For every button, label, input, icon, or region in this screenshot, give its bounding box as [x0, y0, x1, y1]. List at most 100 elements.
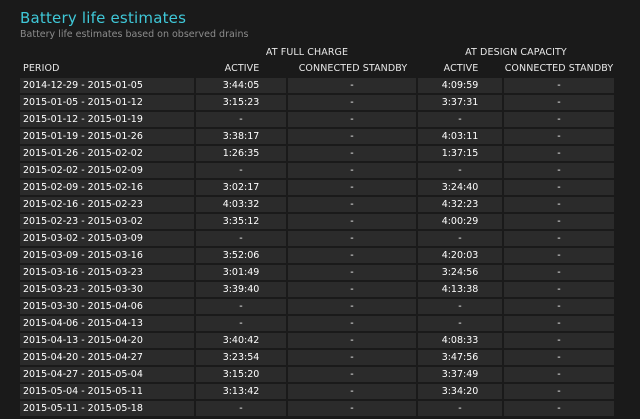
full-charge-connected-standby-cell: - [288, 231, 418, 246]
full-charge-active-cell: 3:15:20 [196, 367, 288, 382]
design-capacity-connected-standby-cell: - [504, 231, 614, 246]
design-capacity-active-cell: 4:08:33 [418, 333, 504, 348]
full-charge-connected-standby-cell: - [288, 333, 418, 348]
full-charge-active-cell: - [196, 112, 288, 127]
full-charge-active-cell: 3:44:05 [196, 78, 288, 93]
table-row: 2015-05-04 - 2015-05-11 3:13:42-3:34:20- [20, 384, 614, 399]
table-row: 2015-03-16 - 2015-03-23 3:01:49-3:24:56- [20, 265, 614, 280]
period-cell: 2015-04-20 - 2015-04-27 [20, 350, 196, 365]
design-capacity-active-cell: - [418, 231, 504, 246]
table-row: 2015-03-09 - 2015-03-16 3:52:06-4:20:03- [20, 248, 614, 263]
full-charge-active-cell: 1:26:35 [196, 146, 288, 161]
column-header-period: PERIOD [23, 63, 60, 74]
full-charge-connected-standby-cell: - [288, 401, 418, 416]
group-header-spacer [20, 46, 196, 60]
table-row: 2015-03-23 - 2015-03-30 3:39:40-4:13:38- [20, 282, 614, 297]
table-row: 2015-01-26 - 2015-02-02 1:26:35-1:37:15- [20, 146, 614, 161]
period-cell: 2015-04-27 - 2015-05-04 [20, 367, 196, 382]
full-charge-connected-standby-cell: - [288, 112, 418, 127]
full-charge-connected-standby-cell: - [288, 180, 418, 195]
period-cell: 2015-04-06 - 2015-04-13 [20, 316, 196, 331]
full-charge-active-cell: 3:38:17 [196, 129, 288, 144]
column-header-full-active: ACTIVE [224, 63, 260, 74]
table-row: 2015-04-27 - 2015-05-04 3:15:20-3:37:49- [20, 367, 614, 382]
full-charge-connected-standby-cell: - [288, 299, 418, 314]
design-capacity-active-cell: - [418, 299, 504, 314]
column-header-design-connected-standby: CONNECTED STANDBY [504, 63, 614, 74]
section-title: Battery life estimates [20, 9, 187, 27]
period-cell: 2015-01-12 - 2015-01-19 [20, 112, 196, 127]
column-header-full-connected-standby: CONNECTED STANDBY [298, 63, 408, 74]
design-capacity-active-cell: 1:37:15 [418, 146, 504, 161]
period-cell: 2014-12-29 - 2015-01-05 [20, 78, 196, 93]
period-cell: 2015-05-04 - 2015-05-11 [20, 384, 196, 399]
design-capacity-active-cell: 4:20:03 [418, 248, 504, 263]
period-cell: 2015-02-09 - 2015-02-16 [20, 180, 196, 195]
period-cell: 2015-01-26 - 2015-02-02 [20, 146, 196, 161]
full-charge-active-cell: 3:35:12 [196, 214, 288, 229]
full-charge-connected-standby-cell: - [288, 265, 418, 280]
full-charge-connected-standby-cell: - [288, 78, 418, 93]
design-capacity-connected-standby-cell: - [504, 197, 614, 212]
design-capacity-active-cell: 3:34:20 [418, 384, 504, 399]
full-charge-active-cell: 3:15:23 [196, 95, 288, 110]
design-capacity-active-cell: 4:09:59 [418, 78, 504, 93]
full-charge-active-cell: - [196, 163, 288, 178]
full-charge-connected-standby-cell: - [288, 316, 418, 331]
full-charge-active-cell: 3:52:06 [196, 248, 288, 263]
table-body: 2014-12-29 - 2015-01-05 3:44:05-4:09:59-2… [20, 78, 614, 416]
design-capacity-connected-standby-cell: - [504, 214, 614, 229]
table-row: 2014-12-29 - 2015-01-05 3:44:05-4:09:59- [20, 78, 614, 93]
column-header-design-active: ACTIVE [443, 63, 479, 74]
table-row: 2015-02-02 - 2015-02-09- - - - [20, 163, 614, 178]
full-charge-active-cell: - [196, 316, 288, 331]
column-header-row: PERIOD ACTIVE CONNECTED STANDBY ACTIVE C… [20, 62, 614, 76]
full-charge-connected-standby-cell: - [288, 129, 418, 144]
design-capacity-connected-standby-cell: - [504, 163, 614, 178]
full-charge-connected-standby-cell: - [288, 367, 418, 382]
full-charge-active-cell: - [196, 401, 288, 416]
full-charge-connected-standby-cell: - [288, 95, 418, 110]
group-header-full-charge: AT FULL CHARGE [265, 47, 349, 58]
table-row: 2015-04-13 - 2015-04-20 3:40:42-4:08:33- [20, 333, 614, 348]
design-capacity-connected-standby-cell: - [504, 299, 614, 314]
design-capacity-connected-standby-cell: - [504, 112, 614, 127]
design-capacity-connected-standby-cell: - [504, 146, 614, 161]
design-capacity-connected-standby-cell: - [504, 95, 614, 110]
design-capacity-active-cell: - [418, 401, 504, 416]
design-capacity-active-cell: 3:37:49 [418, 367, 504, 382]
table-row: 2015-01-05 - 2015-01-12 3:15:23-3:37:31- [20, 95, 614, 110]
design-capacity-active-cell: 3:47:56 [418, 350, 504, 365]
design-capacity-connected-standby-cell: - [504, 384, 614, 399]
design-capacity-active-cell: 3:24:56 [418, 265, 504, 280]
full-charge-active-cell: 3:01:49 [196, 265, 288, 280]
design-capacity-connected-standby-cell: - [504, 401, 614, 416]
table-row: 2015-03-02 - 2015-03-09- - - - [20, 231, 614, 246]
section-subtitle: Battery life estimates based on observed… [20, 29, 249, 40]
design-capacity-active-cell: 4:03:11 [418, 129, 504, 144]
table-row: 2015-04-06 - 2015-04-13- - - - [20, 316, 614, 331]
design-capacity-active-cell: - [418, 163, 504, 178]
group-header-design-capacity: AT DESIGN CAPACITY [465, 47, 567, 58]
design-capacity-connected-standby-cell: - [504, 350, 614, 365]
full-charge-connected-standby-cell: - [288, 163, 418, 178]
table-row: 2015-01-12 - 2015-01-19- - - - [20, 112, 614, 127]
full-charge-connected-standby-cell: - [288, 350, 418, 365]
design-capacity-active-cell: 3:24:40 [418, 180, 504, 195]
table-row: 2015-03-30 - 2015-04-06- - - - [20, 299, 614, 314]
full-charge-connected-standby-cell: - [288, 214, 418, 229]
period-cell: 2015-01-19 - 2015-01-26 [20, 129, 196, 144]
design-capacity-connected-standby-cell: - [504, 282, 614, 297]
design-capacity-connected-standby-cell: - [504, 367, 614, 382]
design-capacity-connected-standby-cell: - [504, 78, 614, 93]
design-capacity-connected-standby-cell: - [504, 248, 614, 263]
full-charge-active-cell: 4:03:32 [196, 197, 288, 212]
design-capacity-active-cell: 4:32:23 [418, 197, 504, 212]
period-cell: 2015-02-16 - 2015-02-23 [20, 197, 196, 212]
design-capacity-active-cell: - [418, 316, 504, 331]
design-capacity-active-cell: 4:00:29 [418, 214, 504, 229]
full-charge-active-cell: 3:13:42 [196, 384, 288, 399]
period-cell: 2015-03-30 - 2015-04-06 [20, 299, 196, 314]
design-capacity-active-cell: - [418, 112, 504, 127]
